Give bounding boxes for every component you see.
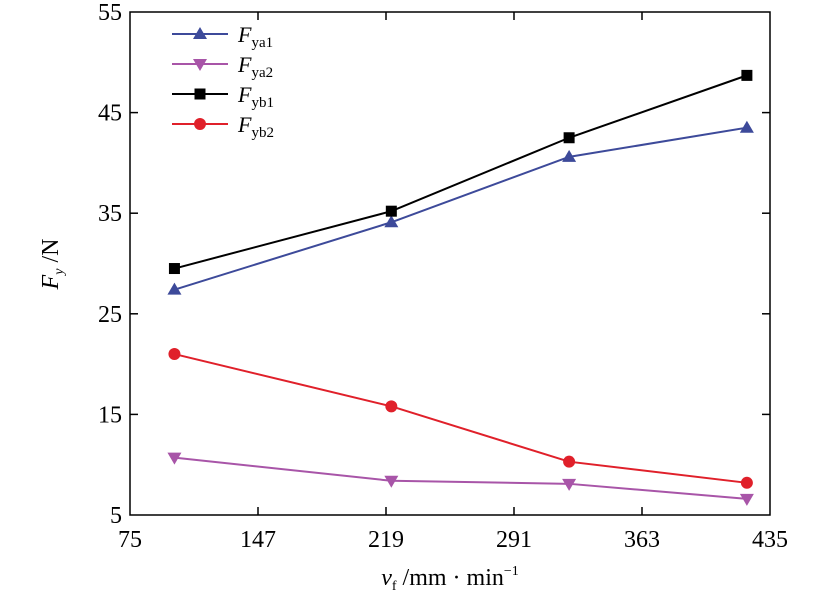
data-point bbox=[563, 132, 575, 144]
series-yb2 bbox=[168, 348, 753, 489]
data-point bbox=[384, 215, 399, 228]
data-point bbox=[194, 88, 206, 100]
data-point bbox=[384, 475, 399, 488]
data-point bbox=[194, 118, 206, 130]
legend-item: Fya1 bbox=[172, 22, 273, 51]
x-tick-label: 147 bbox=[240, 527, 276, 553]
legend-label: Fya1 bbox=[237, 22, 273, 51]
data-point bbox=[739, 493, 754, 506]
y-tick-label: 45 bbox=[98, 101, 122, 127]
series-ya1 bbox=[167, 120, 754, 295]
series-ya2 bbox=[167, 452, 754, 506]
legend-item: Fyb2 bbox=[172, 112, 274, 141]
data-point bbox=[739, 120, 754, 133]
legend-label: Fya2 bbox=[237, 52, 273, 81]
series-line bbox=[174, 74, 748, 270]
plot-frame bbox=[129, 11, 771, 516]
data-point bbox=[741, 69, 753, 81]
series-group bbox=[167, 69, 754, 506]
data-point bbox=[562, 149, 577, 162]
x-tick-label: 435 bbox=[752, 527, 788, 553]
axis-ticks bbox=[130, 12, 770, 515]
data-point bbox=[168, 263, 180, 275]
x-tick-label: 219 bbox=[368, 527, 404, 553]
data-point bbox=[385, 400, 398, 413]
data-point bbox=[563, 455, 576, 468]
legend-label: Fyb1 bbox=[237, 82, 274, 111]
y-tick-label: 15 bbox=[98, 402, 122, 428]
series-line bbox=[174, 456, 747, 500]
series-line bbox=[174, 353, 748, 484]
data-point bbox=[562, 478, 577, 491]
legend-item: Fyb1 bbox=[172, 82, 274, 111]
data-point bbox=[193, 59, 207, 71]
x-tick-label: 363 bbox=[624, 527, 660, 553]
y-tick-label: 35 bbox=[98, 201, 122, 227]
legend-label: Fyb2 bbox=[237, 112, 274, 141]
series-yb1 bbox=[168, 69, 753, 275]
data-point bbox=[740, 476, 753, 489]
y-tick-label: 25 bbox=[98, 302, 122, 328]
legend-item: Fya2 bbox=[172, 52, 273, 81]
data-point bbox=[168, 348, 181, 361]
x-tick-label: 75 bbox=[118, 527, 142, 553]
x-tick-label: 291 bbox=[496, 527, 532, 553]
x-axis-label: vf /mm · min−1 bbox=[381, 564, 519, 591]
y-axis-label: Fy /N bbox=[38, 239, 67, 291]
y-tick-label: 55 bbox=[98, 0, 122, 26]
series-line bbox=[174, 126, 748, 291]
tick-labels: 75 147 219 291 363 435 5 15 25 35 45 55 bbox=[98, 0, 788, 553]
data-point bbox=[167, 282, 182, 295]
data-point bbox=[385, 205, 397, 217]
data-point bbox=[167, 452, 182, 465]
data-point bbox=[193, 27, 207, 39]
y-tick-label: 5 bbox=[110, 503, 122, 529]
